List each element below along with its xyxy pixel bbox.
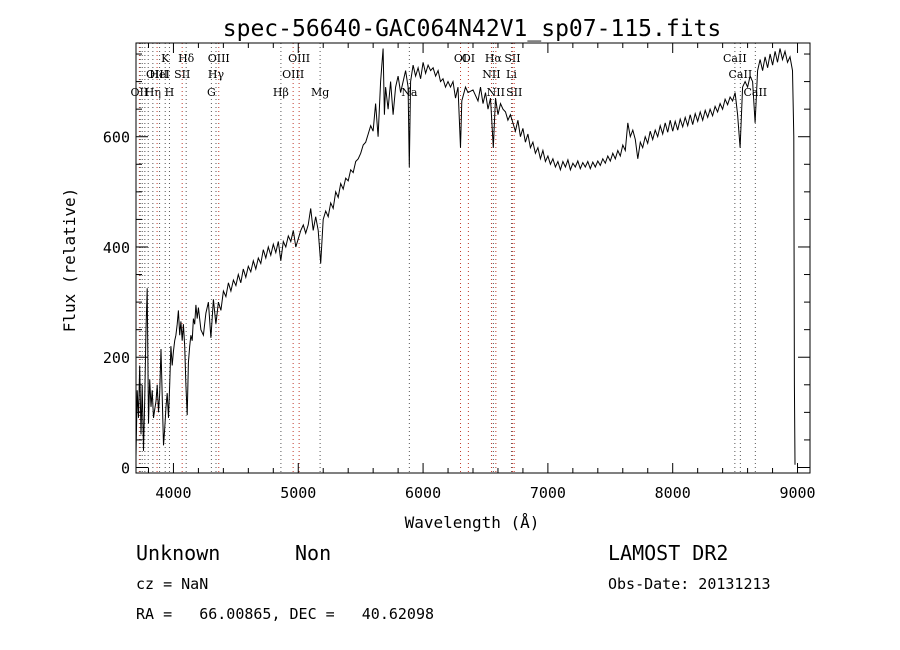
line-marker-label: OI — [462, 52, 475, 65]
line-marker-label: Hδ — [178, 52, 195, 65]
y-tick-label: 0 — [121, 459, 130, 477]
x-tick-label: 4000 — [155, 484, 191, 502]
line-marker-label: OIII — [288, 52, 310, 65]
x-tick-label: 5000 — [280, 484, 316, 502]
x-axis-label: Wavelength (Å) — [405, 513, 540, 532]
line-marker-label: CaII — [743, 86, 767, 99]
line-marker-label: SII — [506, 86, 522, 99]
y-tick-label: 600 — [103, 129, 130, 147]
line-marker-label: CaII — [729, 68, 753, 81]
x-tick-label: 6000 — [405, 484, 441, 502]
chart-title: spec-56640-GAC064N42V1_sp07-115.fits — [223, 16, 722, 42]
line-marker-label: Li — [506, 68, 517, 81]
line-marker-label: Hβ — [273, 86, 289, 99]
coordinates: RA = 66.00865, DEC = 40.62098 — [136, 605, 435, 623]
line-marker-label: Hα — [485, 52, 503, 65]
line-marker-label: OI — [454, 52, 467, 65]
line-marker-label: OIII — [208, 52, 230, 65]
line-marker-label: OII — [131, 86, 149, 99]
line-marker-label: OIII — [146, 68, 168, 81]
line-marker-label: K — [161, 52, 170, 65]
spectrum-line — [135, 48, 796, 465]
x-axis: 4000 5000 6000 7000 8000 9000 — [147, 43, 816, 502]
line-marker-label: CaII — [723, 52, 747, 65]
line-marker-label: Mg — [311, 86, 329, 99]
subclass-label: Non — [295, 541, 332, 565]
redshift-value: cz = NaN — [136, 575, 209, 593]
y-axis-label: Flux (relative) — [60, 188, 79, 333]
line-marker-label: NII — [487, 86, 505, 99]
line-marker-label: Na — [401, 86, 418, 99]
survey-label: LAMOST DR2 — [608, 541, 729, 565]
class-label: Unknown — [136, 541, 221, 565]
x-tick-label: 9000 — [779, 484, 815, 502]
x-tick-label: 7000 — [530, 484, 566, 502]
y-axis: 0 200 400 600 — [103, 53, 810, 477]
obs-date: Obs-Date: 20131213 — [608, 575, 771, 593]
line-marker-label: OIII — [282, 68, 304, 81]
line-marker-label: NII — [482, 68, 500, 81]
y-tick-label: 200 — [103, 349, 130, 367]
plot-frame — [135, 42, 811, 474]
line-marker-label: Hγ — [208, 68, 225, 81]
x-tick-label: 8000 — [655, 484, 691, 502]
line-marker-label: Hη — [145, 86, 161, 99]
line-marker-label: SII — [504, 52, 520, 65]
line-marker-label: SII — [174, 68, 190, 81]
line-marker-label: HeI — [149, 68, 169, 81]
line-marker-label: G — [207, 86, 216, 99]
y-tick-label: 400 — [103, 239, 130, 257]
line-marker-label: H — [165, 86, 175, 99]
